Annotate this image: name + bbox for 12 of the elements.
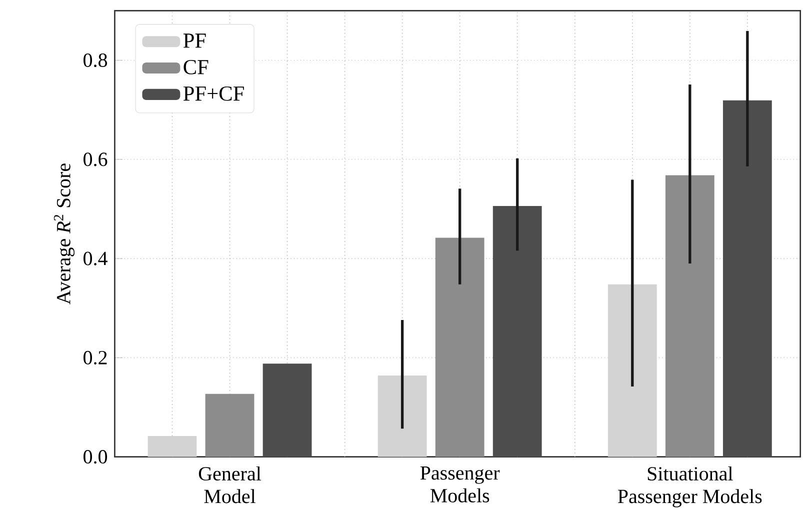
y-tick-label: 0.6	[84, 152, 108, 166]
legend-label: PF	[183, 34, 206, 48]
y-tick-label: 0.8	[84, 53, 108, 67]
y-tick-label: 0.2	[84, 350, 107, 364]
y-axis-title: Average R$^{2}$ Score	[54, 164, 74, 304]
y-tick-label: 0.4	[84, 252, 108, 266]
legend-label: PF+CF	[183, 86, 244, 101]
legend-label: CF	[184, 60, 208, 74]
x-tick-label: General Model	[198, 466, 262, 504]
x-tick-label: Passenger Models	[420, 466, 500, 502]
y-tick-label: 0.0	[84, 450, 108, 464]
x-tick-label: Situational Passenger Models	[618, 466, 762, 508]
